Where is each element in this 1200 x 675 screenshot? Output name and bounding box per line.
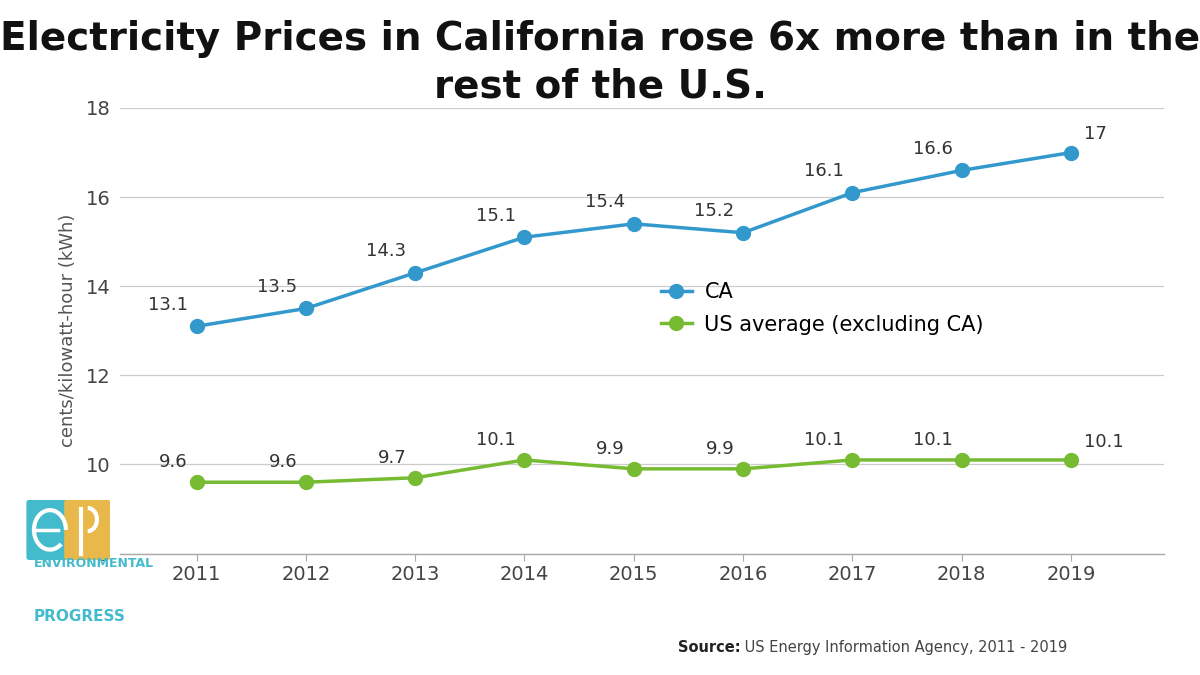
Text: ENVIRONMENTAL: ENVIRONMENTAL <box>34 558 154 570</box>
Text: 13.1: 13.1 <box>148 296 187 314</box>
Text: 9.6: 9.6 <box>160 453 187 471</box>
Text: 9.9: 9.9 <box>706 439 734 458</box>
Text: 10.1: 10.1 <box>1084 433 1124 451</box>
Text: 10.1: 10.1 <box>476 431 516 449</box>
Text: 17: 17 <box>1084 125 1108 142</box>
FancyBboxPatch shape <box>26 500 82 560</box>
Text: 14.3: 14.3 <box>366 242 407 261</box>
Text: Source:: Source: <box>678 640 740 655</box>
Text: PROGRESS: PROGRESS <box>34 610 126 624</box>
Text: 15.1: 15.1 <box>475 207 516 225</box>
Text: 10.1: 10.1 <box>913 431 953 449</box>
Y-axis label: cents/kilowatt-hour (kWh): cents/kilowatt-hour (kWh) <box>59 214 77 448</box>
Text: 16.6: 16.6 <box>913 140 953 158</box>
Text: 9.6: 9.6 <box>269 453 298 471</box>
Text: Electricity Prices in California rose 6x more than in the
rest of the U.S.: Electricity Prices in California rose 6x… <box>0 20 1200 105</box>
Text: 15.2: 15.2 <box>695 202 734 220</box>
FancyBboxPatch shape <box>65 500 110 560</box>
Text: 15.4: 15.4 <box>584 193 625 211</box>
Text: 10.1: 10.1 <box>804 431 844 449</box>
Text: US Energy Information Agency, 2011 - 2019: US Energy Information Agency, 2011 - 201… <box>740 640 1068 655</box>
Text: 16.1: 16.1 <box>804 162 844 180</box>
Text: 9.9: 9.9 <box>596 439 625 458</box>
Text: 9.7: 9.7 <box>378 449 407 466</box>
Legend: CA, US average (excluding CA): CA, US average (excluding CA) <box>653 274 992 343</box>
Text: 13.5: 13.5 <box>257 278 298 296</box>
